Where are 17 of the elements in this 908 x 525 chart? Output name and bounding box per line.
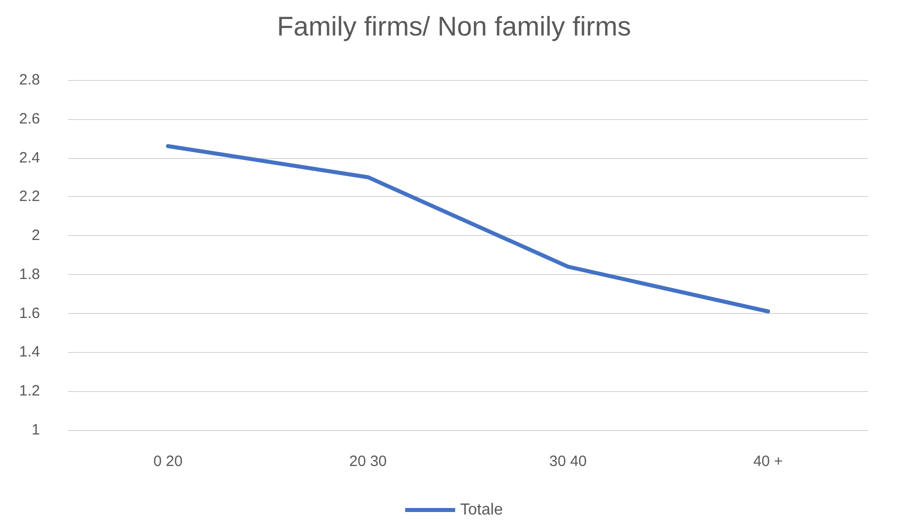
y-tick-label: 2.8 (19, 72, 40, 88)
y-tick-label: 2 (32, 227, 40, 244)
x-tick-label: 30 40 (549, 453, 587, 470)
x-tick-label: 40 + (753, 453, 784, 470)
y-tick-label: 1.6 (19, 304, 40, 322)
y-tick-label: 1.2 (19, 382, 40, 400)
line-series (166, 144, 770, 314)
y-tick-label: 2.6 (19, 110, 40, 128)
chart-title: Family firms/ Non family firms (276, 12, 632, 42)
y-tick-label: 1.4 (19, 344, 40, 361)
legend-label: Totale (460, 502, 503, 518)
x-tick-label: 0 20 (153, 453, 183, 470)
y-tick-label: 1.8 (19, 266, 40, 283)
y-tick-label: 1 (32, 422, 40, 438)
x-tick-label: 20 30 (349, 453, 387, 470)
y-tick-label: 2.2 (19, 188, 40, 206)
y-tick-label: 2.4 (19, 149, 40, 166)
